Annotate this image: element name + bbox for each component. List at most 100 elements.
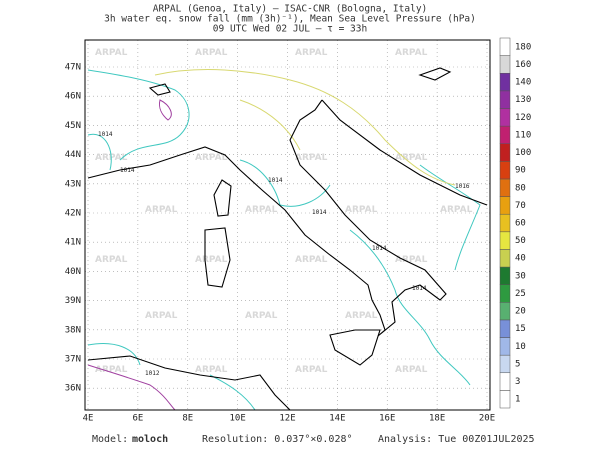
colorbar-label: 160 — [515, 60, 531, 70]
colorbar-box — [499, 143, 511, 162]
colorbar-label: 130 — [515, 95, 531, 105]
colorbar-box — [499, 302, 511, 321]
isobar-label: 1016 — [455, 183, 470, 190]
lat-label: 36N — [65, 384, 81, 394]
coastline — [213, 179, 232, 217]
footer-analysis: Analysis: Tue 00Z01JUL2025 — [378, 434, 535, 445]
watermark: ARPAL — [395, 153, 428, 163]
coastline — [204, 227, 231, 288]
colorbar-box — [499, 213, 511, 233]
watermark: ARPAL — [295, 365, 328, 375]
header-line: 3h water eq. snow fall (mm (3h)⁻¹), Mean… — [104, 14, 476, 25]
watermark: ARPAL — [195, 153, 228, 163]
lon-label: 16E — [379, 414, 395, 424]
colorbar-box — [499, 55, 511, 74]
colorbar-label: 50 — [515, 236, 526, 246]
isobar-label: 1014 — [412, 285, 427, 292]
lat-label: 42N — [65, 209, 81, 219]
isobar — [87, 343, 141, 366]
coastline — [148, 83, 171, 96]
colorbar-box — [499, 108, 511, 127]
colorbar-box — [499, 284, 511, 303]
watermark: ARPAL — [440, 205, 473, 215]
coastline — [418, 67, 452, 81]
colorbar-box — [499, 372, 511, 391]
lat-label: 39N — [65, 296, 81, 306]
watermark: ARPAL — [395, 365, 428, 375]
colorbar-label: 30 — [515, 271, 526, 281]
lon-label: 14E — [329, 414, 345, 424]
lon-label: 4E — [83, 414, 94, 424]
watermark: ARPAL — [245, 205, 278, 215]
colorbar-box — [499, 178, 511, 197]
colorbar-label: 100 — [515, 148, 531, 158]
colorbar-box — [499, 390, 511, 409]
colorbar-box — [499, 337, 511, 356]
watermark: ARPAL — [95, 365, 128, 375]
colorbar-label: 70 — [515, 201, 526, 211]
isobar-label: 1014 — [120, 167, 135, 174]
isobar-label: 1012 — [145, 370, 160, 377]
footer-model: moloch — [132, 434, 168, 445]
colorbar-label: 3 — [515, 377, 520, 387]
watermark: ARPAL — [145, 311, 178, 321]
colorbar-label: 10 — [515, 342, 526, 352]
watermark: ARPAL — [195, 255, 228, 265]
lat-label: 46N — [65, 92, 81, 102]
axis-labels: 47N 46N 45N 44N 43N 42N 41N 40N 39N 38N 37N 36N 4E 6E… — [65, 63, 495, 424]
isobar — [239, 99, 301, 151]
colorbar-label: 60 — [515, 219, 526, 229]
colorbar-label: 80 — [515, 183, 526, 193]
colorbar-label: 140 — [515, 78, 531, 88]
watermark: ARPAL — [295, 153, 328, 163]
watermark: ARPAL — [95, 255, 128, 265]
colorbar-box — [499, 354, 511, 374]
watermark: ARPAL — [295, 48, 328, 58]
colorbar-box — [499, 161, 511, 180]
coastline — [321, 99, 488, 206]
watermark: ARPAL — [295, 255, 328, 265]
colorbar-label: 110 — [515, 130, 531, 140]
watermarks: ARPAL ARPAL ARPAL ARPAL ARPAL ARPAL ARPA… — [95, 48, 473, 375]
isobar — [209, 374, 256, 411]
isobar — [87, 364, 176, 411]
coastline — [329, 329, 381, 366]
colorbar-label: 90 — [515, 166, 526, 176]
colorbar-box — [499, 319, 511, 338]
isobar — [87, 69, 190, 161]
colorbar-box — [499, 125, 511, 144]
colorbar-box — [499, 37, 511, 56]
watermark: ARPAL — [195, 365, 228, 375]
header-line: 09 UTC Wed 02 JUL — τ = 33h — [213, 24, 367, 35]
footer-resolution: Resolution: 0.037°×0.028° — [202, 434, 353, 445]
colorbar-box — [499, 196, 511, 215]
lat-label: 38N — [65, 325, 81, 335]
colorbar-label: 40 — [515, 254, 526, 264]
colorbar-label: 5 — [515, 359, 520, 369]
isobar-label: 1014 — [372, 245, 387, 252]
colorbar-label: 20 — [515, 307, 526, 317]
lat-label: 47N — [65, 63, 81, 73]
watermark: ARPAL — [245, 311, 278, 321]
colorbar-label: 25 — [515, 289, 526, 299]
colorbar-box — [499, 231, 511, 250]
coastline — [87, 355, 291, 411]
watermark: ARPAL — [145, 205, 178, 215]
watermark: ARPAL — [395, 255, 428, 265]
isobar-labels: 1014 1014 1014 1014 1014 1016 1012 1014 — [98, 131, 470, 377]
lon-label: 8E — [182, 414, 193, 424]
colorbar: 1 3 5 10 15 20 25 30 40 50 60 70 80 90 100 110 120 130 140… — [499, 37, 531, 409]
lat-label: 40N — [65, 267, 81, 277]
watermark: ARPAL — [345, 311, 378, 321]
coastlines — [87, 67, 488, 411]
isobar — [239, 159, 331, 207]
isobars — [87, 69, 481, 411]
colorbar-box — [499, 90, 511, 109]
colorbar-label: 120 — [515, 113, 531, 123]
map-frame — [84, 39, 491, 411]
isobar-label: 1014 — [268, 177, 283, 184]
isobar — [419, 164, 481, 271]
colorbar-box — [499, 72, 511, 92]
lat-label: 37N — [65, 355, 81, 365]
